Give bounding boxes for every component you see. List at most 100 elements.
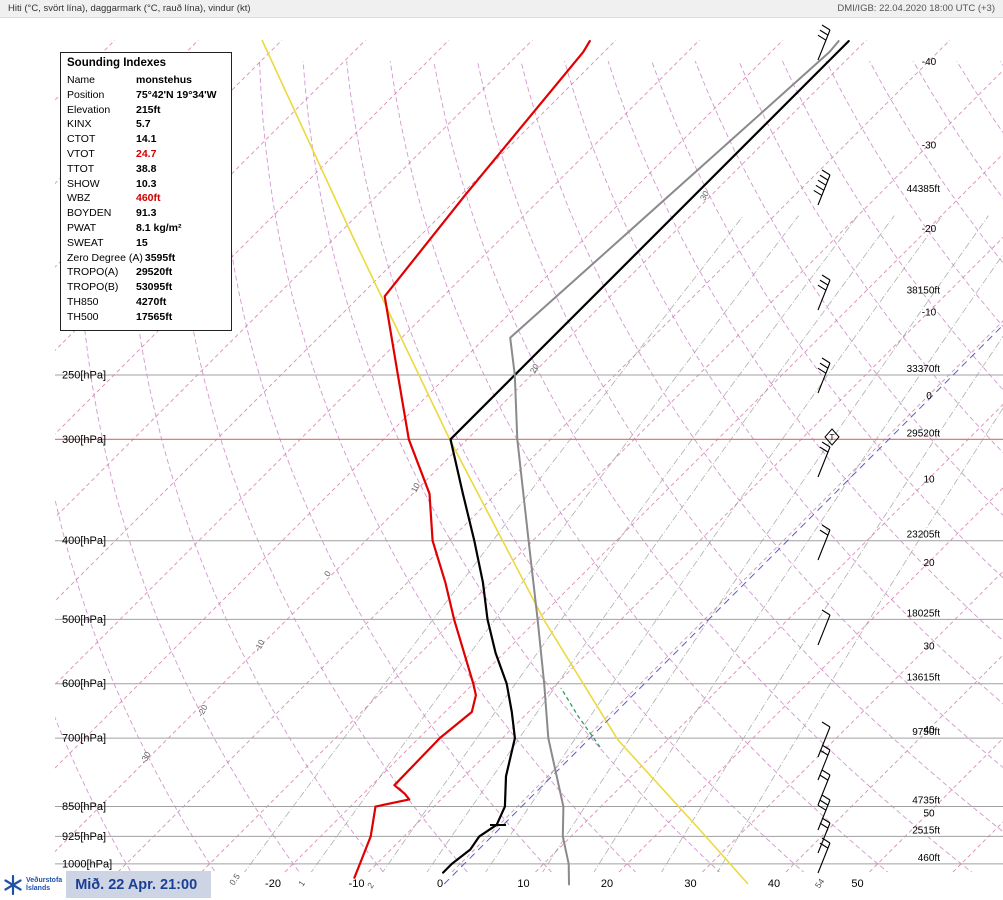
index-row-tropo-a-: TROPO(A) 29520ft [67,265,227,280]
dry-adiabat-line [956,60,1003,134]
adiabat-label: 10 [409,481,422,494]
wind-barb-tick [819,822,829,829]
index-value: 4270ft [136,295,167,308]
isotherm-line [785,654,1003,872]
isotherm-line [55,40,784,769]
isotherm-line [368,236,1003,872]
right-temp-label: 0 [926,391,932,402]
index-value: 215ft [136,103,161,116]
dry-adiabat-line [825,60,1003,328]
wind-barb-tick [819,529,829,536]
index-row-pwat: PWAT 8.1 kg/m² [67,221,227,236]
dry-adiabat-line [55,716,132,872]
bottom-temp-label: 0 [437,878,443,890]
altitude-label: 29520ft [907,428,941,439]
index-label: KINX [67,118,92,131]
index-row-th850: TH850 4270ft [67,295,227,310]
wind-barb-tick [819,362,829,369]
wind-barb-tick [819,446,829,453]
adiabat-label: 20 [528,362,541,375]
pressure-label: 925[hPa] [62,831,106,843]
mixing-ratio-line [426,215,895,872]
mixing-ratio-label: 54 [813,876,827,890]
mixing-ratio-line [485,215,943,872]
index-value: 10.3 [136,177,157,190]
wind-barb-tick [819,774,829,781]
mixing-ratio-line [593,253,1003,872]
dry-adiabat-line [694,60,1003,516]
index-label: SWEAT [67,236,104,249]
index-row-elevation: Elevation 215ft [67,103,227,118]
right-temp-label: 10 [923,475,935,486]
pressure-label: 850[hPa] [62,801,106,813]
isotherm-line [869,737,1003,872]
index-value: 29520ft [136,266,173,279]
isotherm-line [55,40,700,686]
index-label: PWAT [67,221,97,234]
wind-barb-tick [821,769,831,776]
adiabat-label: -30 [138,750,153,766]
series-secondary-profile [509,40,840,886]
bottom-temp-label: -20 [265,878,281,890]
isotherm-line [55,40,450,435]
logo-line1: Veðurstofa [26,877,63,884]
isotherm-line [284,153,1003,872]
index-row-zero-degree-a-: Zero Degree (A) 3595ft [67,251,227,266]
right-temp-label: -40 [922,57,937,68]
adiabat-label: -20 [195,703,210,719]
right-temp-label: 30 [923,642,935,653]
index-value: monstehus [136,74,193,86]
right-temp-label: 50 [923,809,935,820]
dry-adiabat-line [215,61,552,872]
pressure-label: 1000[hPa] [62,858,112,870]
wind-barb-tick [817,34,827,41]
isotherm-line [201,69,1003,872]
index-value: 460ft [136,192,161,205]
isotherm-line [618,487,1003,872]
wind-barb-tick [821,794,831,801]
header-run-info: DMI/IGB: 22.04.2020 18:00 UTC (+3) [837,3,995,14]
isotherm-line [535,403,1003,872]
isotherm-line [55,40,867,853]
altitude-label: 33370ft [907,364,941,375]
wind-barb-staff [817,726,831,758]
logo-line2: Íslands [26,884,51,892]
header-bar: Hiti (°C, svört lína), daggarmark (°C, r… [0,0,1003,18]
altitude-label: 38150ft [907,285,941,296]
index-label: WBZ [67,192,91,205]
vedurstofa-logo-text: Veðurstofa Íslands [26,877,62,892]
index-label: TROPO(B) [67,281,119,294]
index-row-position: Position 75°42'N 19°34'W [67,88,227,103]
index-row-name: Name monstehus [67,73,227,88]
index-value: 75°42'N 19°34'W [136,88,217,101]
index-row-boyden: BOYDEN 91.3 [67,206,227,221]
wind-barb-tick [817,179,827,186]
dry-adiabat-line [738,60,1003,454]
index-label: Zero Degree (A) [67,251,143,264]
index-value: 15 [136,236,148,249]
isotherm-line [117,40,951,872]
index-label: Elevation [67,103,111,116]
index-label: BOYDEN [67,207,112,220]
index-label: TROPO(A) [67,266,119,279]
index-row-show: SHOW 10.3 [67,177,227,192]
dry-adiabat-line [259,61,637,872]
dry-adiabat-line [389,61,889,872]
dry-adiabat-line [651,60,1003,579]
wind-barb-staff [817,529,831,561]
index-label: CTOT [67,133,96,146]
wind-barb-tick [821,817,831,824]
mixing-ratio-label: 0.5 [227,871,242,887]
altitude-label: 44385ft [907,184,941,195]
dry-adiabat-line [125,61,384,872]
axis-labels: 250[hPa] 300[hPa] 400[hPa] 500[hPa] 600[hPa]… [62,57,940,890]
right-temp-label: -10 [922,308,937,319]
wind-barb-tick [813,189,823,196]
index-row-sweat: SWEAT 15 [67,236,227,251]
index-value: 91.3 [136,207,157,220]
moist-adiabat-segment [560,687,601,748]
index-row-vtot: VTOT 24.7 [67,147,227,162]
panel-title: Sounding Indexes [67,57,167,69]
wind-barb-tick [819,842,829,849]
